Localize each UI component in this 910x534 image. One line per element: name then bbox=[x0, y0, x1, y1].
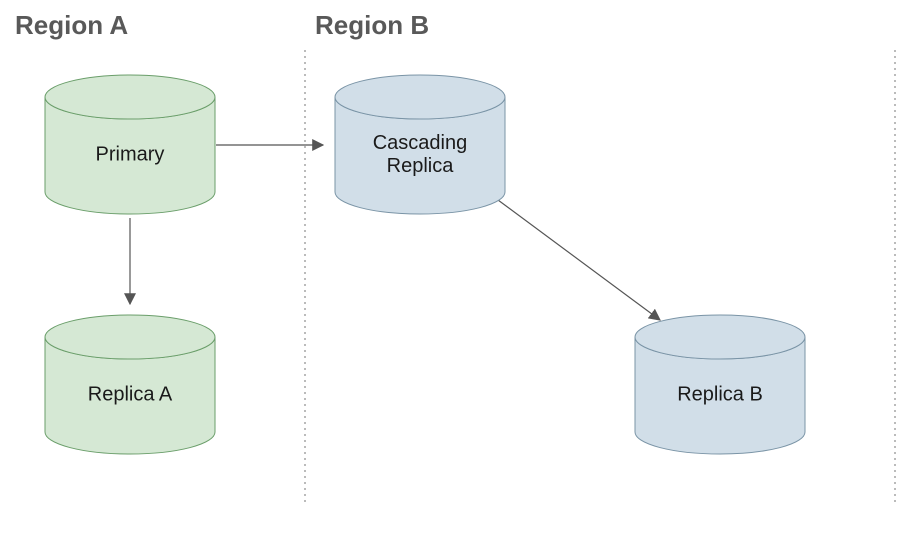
node-replica-b: Replica B bbox=[635, 315, 805, 454]
cylinder-top-replica-a bbox=[45, 315, 215, 359]
region-a-title: Region A bbox=[15, 10, 128, 40]
cylinder-top-cascading bbox=[335, 75, 505, 119]
diagram-canvas: Region A Region B Primary Replica A Cascadin… bbox=[0, 0, 910, 534]
node-label-primary: Primary bbox=[96, 144, 165, 166]
node-label-cascading: CascadingReplica bbox=[373, 132, 468, 177]
node-label-replica-b: Replica B bbox=[677, 384, 763, 406]
node-replica-a: Replica A bbox=[45, 315, 215, 454]
node-label-replica-a: Replica A bbox=[88, 384, 173, 406]
region-b-title: Region B bbox=[315, 10, 429, 40]
node-primary: Primary bbox=[45, 75, 215, 214]
cylinder-top-replica-b bbox=[635, 315, 805, 359]
cylinder-top-primary bbox=[45, 75, 215, 119]
node-cascading: CascadingReplica bbox=[335, 75, 505, 214]
